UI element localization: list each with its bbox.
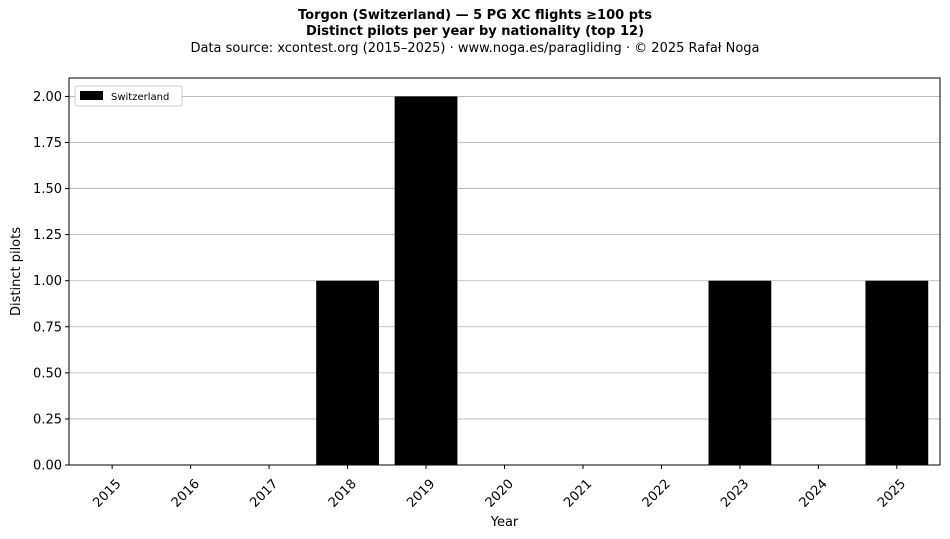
y-tick-label: 2.00 xyxy=(33,90,62,105)
y-tick-label: 1.00 xyxy=(33,274,62,289)
x-axis-label: Year xyxy=(490,515,519,530)
y-tick-label: 1.50 xyxy=(33,182,62,197)
y-tick-label: 0.00 xyxy=(33,459,62,474)
x-axis: 2015 2016 2017 2018 2019 2020 2021 2022 2023 2024… xyxy=(90,465,909,511)
legend: Switzerland xyxy=(74,85,183,107)
y-tick-label: 0.75 xyxy=(33,320,62,335)
y-axis: 0.00 0.25 0.50 0.75 1.00 1.25 1.50 1.75 2.00 xyxy=(33,90,69,474)
bars-group xyxy=(316,96,929,465)
x-tick-label: 2018 xyxy=(326,477,360,511)
plot-frame xyxy=(68,77,941,466)
y-tick-label: 1.75 xyxy=(33,136,62,151)
x-tick-label: 2024 xyxy=(797,477,831,511)
legend-label: Switzerland xyxy=(111,92,169,103)
chart-title: Torgon (Switzerland) — 5 PG XC flights ≥… xyxy=(298,8,652,23)
chart-title-block: Torgon (Switzerland) — 5 PG XC flights ≥… xyxy=(0,8,950,57)
y-axis-label: Distinct pilots xyxy=(9,227,24,316)
bar xyxy=(865,280,929,465)
legend-swatch xyxy=(80,91,103,100)
y-tick-label: 0.50 xyxy=(33,366,62,381)
y-tick-label: 0.25 xyxy=(33,412,62,427)
x-tick-label: 2020 xyxy=(483,477,517,511)
bar xyxy=(316,280,379,465)
chart-source-line: Data source: xcontest.org (2015–2025) · … xyxy=(190,41,760,56)
x-tick-label: 2023 xyxy=(718,477,752,511)
x-tick-label: 2025 xyxy=(875,477,909,511)
bar xyxy=(394,96,458,465)
x-tick-label: 2019 xyxy=(404,477,438,511)
x-tick-label: 2021 xyxy=(561,477,595,511)
gridlines xyxy=(69,96,940,466)
x-tick-label: 2016 xyxy=(169,477,203,511)
bar xyxy=(708,280,772,465)
x-tick-label: 2022 xyxy=(640,477,674,511)
x-tick-label: 2015 xyxy=(90,477,124,511)
x-tick-label: 2017 xyxy=(247,477,281,511)
y-tick-label: 1.25 xyxy=(33,228,62,243)
chart-subtitle-bold: Distinct pilots per year by nationality … xyxy=(305,24,645,39)
